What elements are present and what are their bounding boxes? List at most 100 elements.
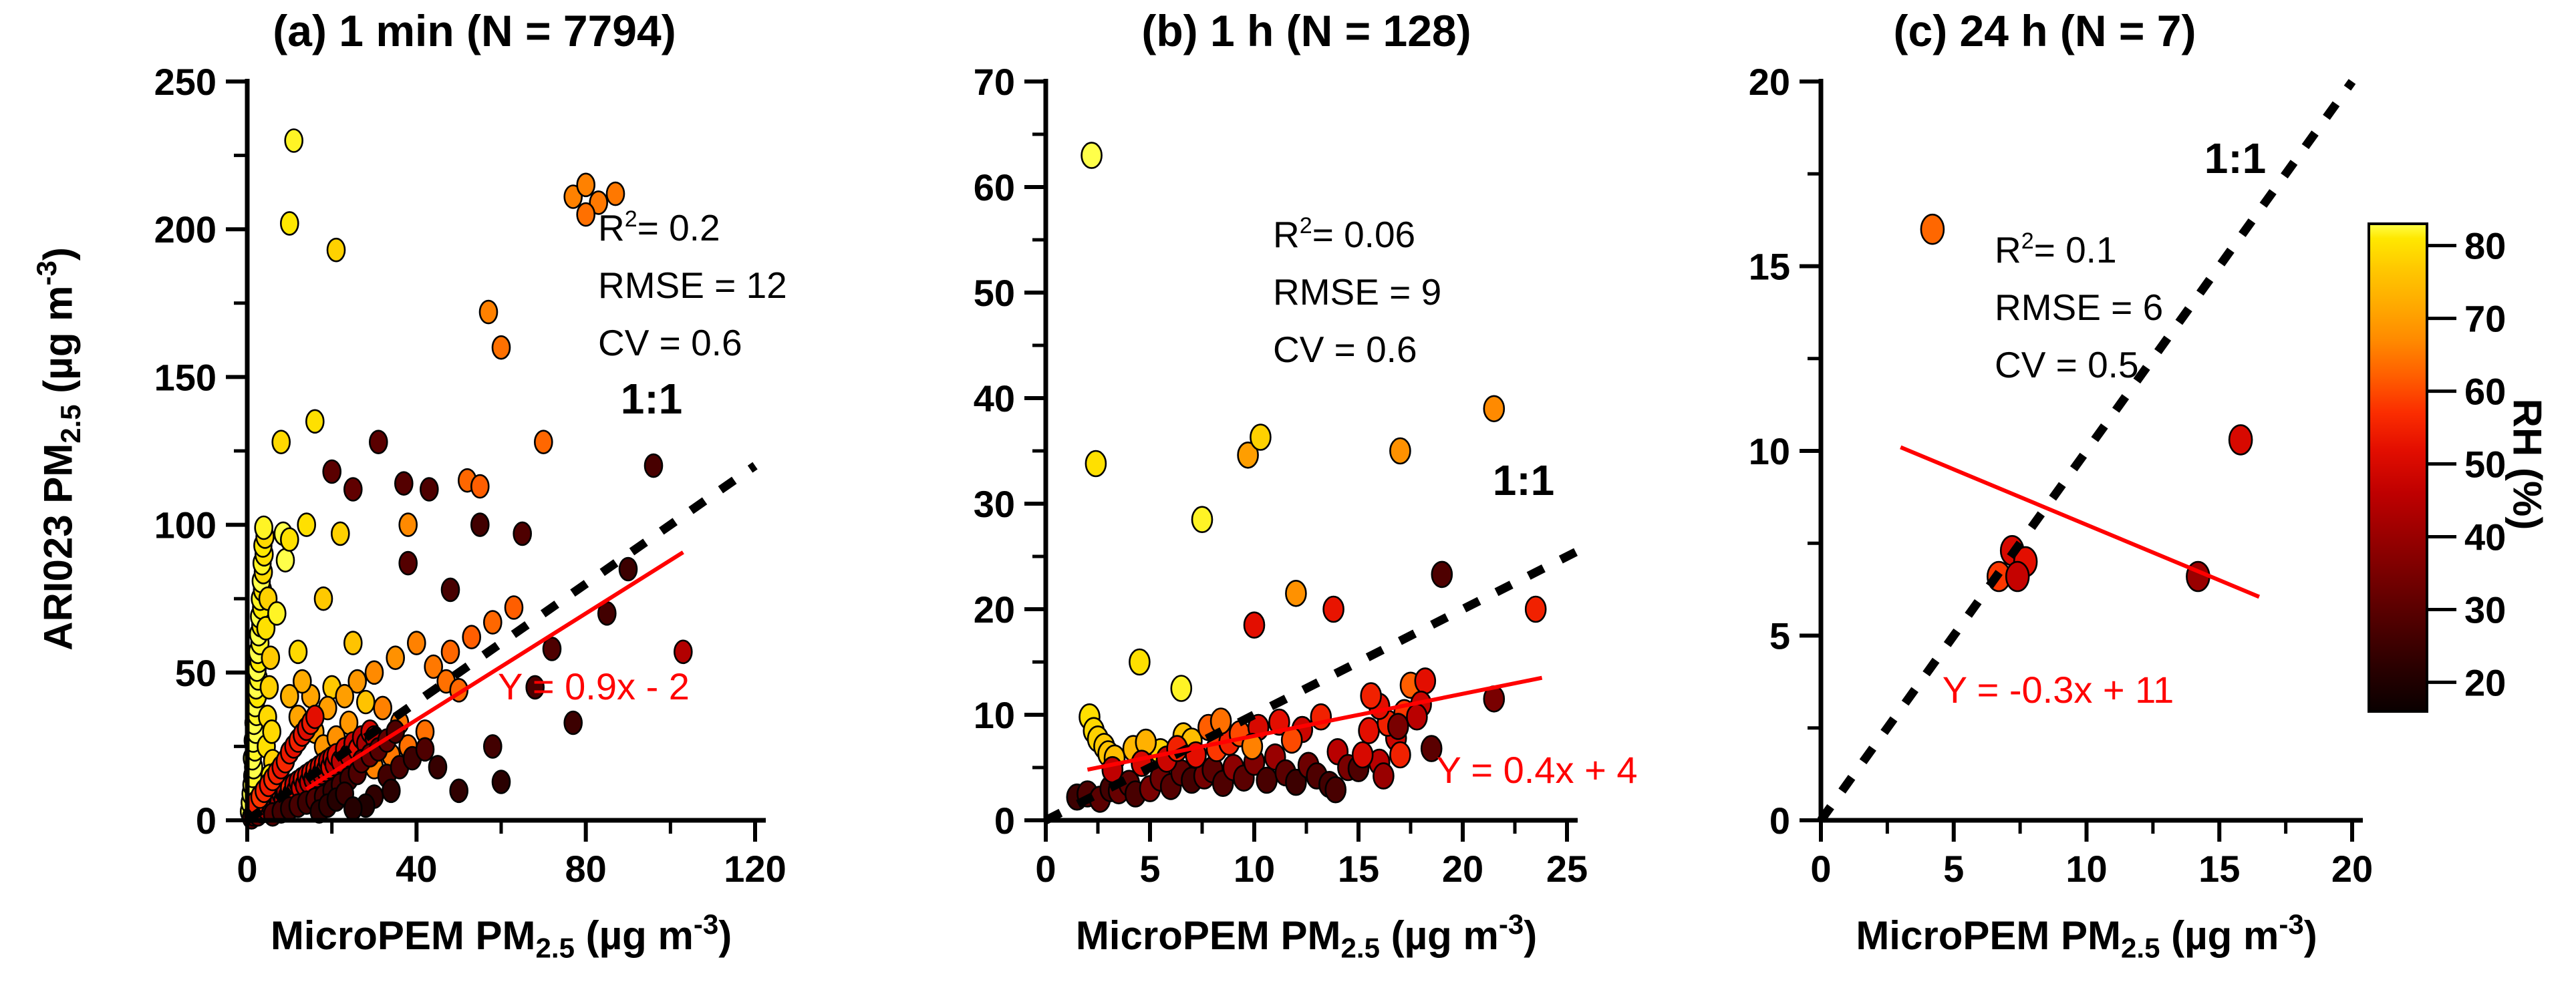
panel-b-one-to-one-label: 1:1 [1492,456,1555,504]
x-label-close: ) [1524,913,1538,959]
scatter-point [373,695,393,721]
scatter-point [1129,648,1151,676]
panel-b-title: (b) 1 h (N = 128) [1141,6,1471,55]
scatter-point [355,689,376,715]
panel-a-stats: R2= 0.2 RMSE = 12 CV = 0.6 [598,190,787,371]
panel-a-one-to-one-label: 1:1 [620,375,683,423]
scatter-points [1066,142,1547,813]
scatter-point [478,299,498,325]
scatter-point [1170,675,1193,702]
scatter-point [1360,682,1382,709]
scatter-point [1414,667,1437,695]
y-tick-label: 15 [1749,246,1790,288]
x-label-close: ) [2303,913,2317,959]
scatter-point [618,556,638,582]
scatter-point [482,734,503,759]
scatter-point [504,595,524,620]
scatter-point [1285,768,1307,796]
colorbar-tick-label: 60 [2464,371,2506,413]
scatter-point [279,211,299,236]
y-tick-label: 200 [154,208,217,251]
scatter-point [1373,762,1395,790]
scatter-point [470,474,490,499]
cv-value: CV = 0.6 [1273,329,1417,371]
scatter-point [305,704,325,729]
x-tick-label: 20 [1442,848,1483,890]
x-tick-label: 5 [1139,848,1160,890]
x-tick-label: 40 [396,848,437,890]
scatter-point [533,430,553,455]
cv-value: CV = 0.5 [1995,344,2139,386]
scatter-point [1250,424,1272,451]
scatter-point [1387,713,1409,740]
scatter-point [563,710,583,735]
scatter-point [419,477,439,502]
scatter-point [386,645,406,671]
panel-b-x-axis-label: MicroPEM PM2.5 (µg m-3) [1012,908,1600,965]
scatter-point [2005,560,2030,593]
colorbar-tick-label: 50 [2464,444,2506,486]
scatter-point [297,512,317,537]
panel-a-x-axis-label: MicroPEM PM2.5 (µg m-3) [214,908,789,965]
y-axis-label-close: ) [35,247,81,261]
scatter-point [254,515,274,540]
y-axis-label-unit: (µg m [35,285,81,405]
scatter-point [673,639,693,665]
y-tick-label: 20 [1749,61,1790,103]
panel-a-fit-equation: Y = 0.9x - 2 [498,665,690,707]
scatter-point [440,639,460,665]
scatter-point [364,660,384,685]
y-tick-label: 150 [154,356,217,398]
rmse-value: RMSE = 12 [598,265,787,307]
x-tick-label: 80 [565,848,607,890]
x-tick-label: 25 [1546,848,1588,890]
scatter-point [279,683,299,709]
one-to-one-line [1817,79,2356,823]
scatter-point [1285,579,1307,607]
x-label-subscript: 2.5 [535,932,575,964]
panel-c-fit-equation: Y = -0.3x + 11 [1942,669,2174,711]
scatter-point [424,654,444,679]
rmse-value: RMSE = 6 [1995,287,2164,329]
panel-c-x-axis-label: MicroPEM PM2.5 (µg m-3) [1787,908,2386,965]
cv-value: CV = 0.6 [598,322,742,364]
scatter-point [482,610,503,635]
scatter-point [1191,506,1213,534]
scatter-point [1324,776,1346,804]
y-tick-label: 20 [974,589,1015,631]
fit-line [1087,675,1543,772]
x-tick-label: 0 [237,848,257,890]
scatter-point [368,430,388,455]
scatter-point [326,237,346,263]
scatter-point [542,637,562,661]
scatter-point [347,669,368,694]
scatter-point [643,453,664,478]
scatter-point [262,719,282,744]
fit-line [305,550,684,791]
scatter-point [1406,703,1428,731]
x-label-unit: (µg m [574,913,694,959]
scatter-point [267,601,287,626]
scatter-point [513,521,533,546]
scatter-point [440,577,460,603]
y-axis-label-text: ARI023 PM [35,443,81,651]
x-tick-label: 15 [1338,848,1379,890]
x-tick-label: 0 [1035,848,1056,890]
panel-c-title: (c) 24 h (N = 7) [1893,6,2196,55]
scatter-point [1524,595,1547,623]
scatter-point [462,625,482,650]
fit-line [1900,445,2261,599]
scatter-point [1389,437,1411,465]
colorbar-tick-label: 20 [2464,661,2506,703]
scatter-point [1237,441,1259,469]
scatter-point [1351,741,1374,769]
scatter-point [330,521,350,546]
scatter-point [1389,741,1411,769]
scatter-point [261,645,281,671]
colorbar-tick-label: 80 [2464,225,2506,267]
y-tick-label: 10 [1749,430,1790,472]
x-label-superscript: -3 [1498,908,1524,940]
x-label-superscript: -3 [693,908,719,940]
colorbar-bar [2368,222,2428,713]
scatter-point [2228,424,2253,456]
